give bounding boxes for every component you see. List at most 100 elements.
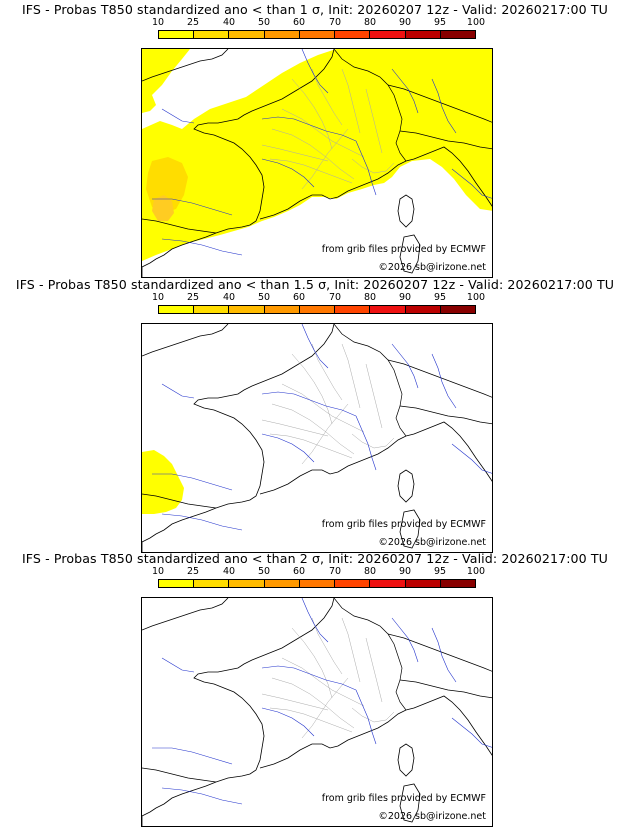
river [261, 391, 357, 417]
colorbar-segment [440, 580, 475, 587]
colorbar-tick: 100 [466, 292, 486, 303]
river [161, 657, 195, 673]
admin-boundary [351, 433, 395, 449]
colorbar-tick: 60 [292, 566, 306, 577]
river [152, 198, 233, 216]
colorbar-tick: 40 [222, 292, 236, 303]
river [261, 707, 315, 737]
country-border [333, 49, 407, 162]
copyright: ©2026 sb@irizone.net [378, 537, 486, 548]
admin-boundary [291, 78, 333, 150]
admin-boundary [365, 88, 383, 154]
country-border [399, 130, 492, 150]
colorbar-segment [159, 31, 195, 38]
colorbar-tick: 70 [328, 566, 342, 577]
admin-boundary [261, 419, 329, 437]
admin-boundary [301, 403, 349, 465]
admin-boundary [311, 68, 343, 126]
map-svg [142, 49, 492, 277]
map-svg [142, 598, 492, 826]
colorbar-tick: 90 [398, 17, 412, 28]
colorbar-segment [370, 580, 406, 587]
river [431, 627, 457, 683]
river [451, 717, 492, 748]
admin-boundary [365, 363, 383, 429]
river [355, 140, 377, 196]
probability-area-40 [152, 195, 174, 221]
country-border [387, 633, 492, 672]
river [355, 415, 377, 471]
river [431, 78, 457, 134]
admin-boundary [269, 433, 353, 459]
admin-boundary [311, 617, 343, 675]
colorbar-tick: 60 [292, 292, 306, 303]
colorbar-ticks: 10 25 40 50 60 70 80 90 95 100 [141, 566, 493, 578]
colorbar-tick: 90 [398, 292, 412, 303]
coastline [142, 598, 335, 826]
colorbar-tick: 80 [363, 17, 377, 28]
sardinia-outline [399, 234, 421, 274]
colorbar-tick: 100 [466, 17, 486, 28]
colorbar-tick: 50 [257, 17, 271, 28]
coastline-uk [142, 49, 229, 82]
probability-map: from grib files provided by ECMWF ©2026 … [141, 597, 493, 827]
colorbar-segment [335, 580, 371, 587]
coastline-mediterranean [259, 421, 492, 495]
admin-boundary [341, 617, 361, 683]
colorbar-segment [229, 306, 265, 313]
sardinia-outline [399, 783, 421, 823]
coastline [142, 324, 335, 552]
colorbar [158, 579, 476, 588]
country-border [142, 767, 217, 783]
colorbar-segment [299, 580, 336, 587]
probability-map: from grib files provided by ECMWF ©2026 … [141, 323, 493, 553]
river [301, 49, 329, 94]
admin-boundary [271, 128, 355, 180]
river [451, 168, 492, 199]
colorbar-tick: 25 [186, 17, 200, 28]
corsica-outline [397, 194, 415, 228]
colorbar-segment [264, 306, 300, 313]
river [301, 598, 329, 643]
admin-boundary [271, 677, 355, 729]
colorbar-tick: 25 [186, 292, 200, 303]
river [261, 116, 357, 142]
source-credit: from grib files provided by ECMWF [321, 793, 486, 804]
coastline [142, 49, 335, 277]
colorbar-tick: 100 [466, 566, 486, 577]
colorbar-tick: 70 [328, 292, 342, 303]
country-border [142, 493, 217, 509]
coastline-mediterranean [259, 146, 492, 220]
colorbar-segment [440, 306, 475, 313]
source-credit: from grib files provided by ECMWF [321, 519, 486, 530]
colorbar-segment [264, 31, 300, 38]
colorbar-segment [405, 580, 441, 587]
admin-boundary [281, 657, 365, 707]
colorbar [158, 30, 476, 39]
admin-boundary [281, 108, 365, 158]
admin-boundary [261, 144, 329, 162]
admin-boundary [365, 637, 383, 703]
admin-boundary [271, 403, 355, 455]
colorbar [158, 305, 476, 314]
river [161, 108, 195, 124]
admin-boundary [291, 353, 333, 425]
river [261, 665, 357, 691]
admin-boundary [351, 707, 395, 723]
river [301, 324, 329, 369]
country-border [142, 218, 217, 234]
colorbar-tick: 10 [151, 17, 165, 28]
colorbar-tick: 40 [222, 17, 236, 28]
admin-boundary [269, 158, 353, 184]
colorbar-segment [335, 31, 371, 38]
source-credit: from grib files provided by ECMWF [321, 244, 486, 255]
sardinia-outline [399, 509, 421, 549]
probability-area [142, 450, 184, 514]
coastline-uk [142, 324, 229, 357]
river [261, 158, 315, 188]
river [391, 617, 419, 663]
map-svg [142, 324, 492, 552]
colorbar-segment [440, 31, 475, 38]
country-border [387, 84, 492, 123]
map-panel-3: IFS - Probas T850 standardized ano < tha… [0, 549, 630, 827]
